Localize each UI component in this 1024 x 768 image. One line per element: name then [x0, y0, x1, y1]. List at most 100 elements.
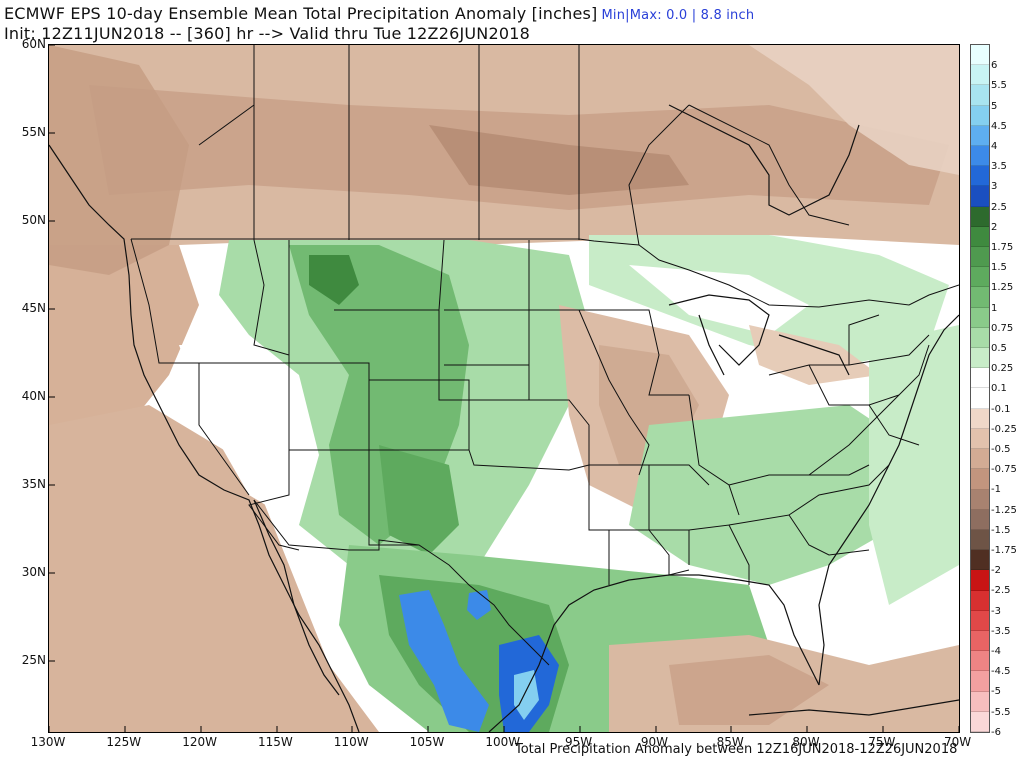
state-lines-east: [768, 314, 930, 446]
political-boundaries: [130, 45, 959, 666]
color-scale-label: -4.5: [991, 666, 1011, 678]
color-scale-swatch: [971, 348, 989, 369]
color-scale-label: -3.5: [991, 625, 1011, 637]
dry-anomaly-gulf-core: [669, 655, 829, 725]
color-scale-label: -0.25: [991, 423, 1017, 435]
color-scale-label: 3.5: [991, 161, 1007, 173]
hudson-region: [749, 45, 959, 175]
us-mexico-border: [253, 499, 550, 666]
color-scale-label: -1.75: [991, 545, 1017, 557]
precipitation-anomaly-map: [48, 44, 960, 733]
latitude-label: 40N: [21, 389, 46, 403]
color-scale-swatch: [971, 206, 989, 227]
dry-anomaly-pacific: [49, 405, 379, 732]
color-scale-swatch: [971, 186, 989, 207]
color-scale-label: 2.5: [991, 201, 1007, 213]
color-scale-swatch: [971, 226, 989, 248]
map-canvas: [49, 45, 959, 732]
color-scale-label: 3: [991, 181, 998, 193]
color-scale-swatch: [971, 711, 989, 732]
longitude-label: 115W: [258, 735, 293, 749]
color-scale-label: 6: [991, 60, 998, 72]
latitude-label: 55N: [21, 125, 46, 139]
color-scale-label: 0.1: [991, 383, 1007, 395]
color-scale-label: -1.25: [991, 504, 1017, 516]
canada-province-lines: [198, 45, 850, 246]
color-scale-swatch: [971, 65, 989, 86]
color-scale-label: 0.25: [991, 363, 1014, 375]
color-scale-swatch: [971, 125, 989, 147]
longitude-label: 100W: [485, 735, 521, 749]
longitude-label: 70W: [944, 735, 972, 749]
longitude-label: 110W: [333, 735, 369, 749]
heavy-wet-anomaly-core: [514, 670, 539, 720]
color-scale-swatch: [971, 388, 989, 409]
color-scale-swatch: [971, 630, 989, 652]
color-scale-label: 4.5: [991, 120, 1007, 132]
color-scale-swatch: [971, 550, 989, 571]
color-scale-label: -5.5: [991, 706, 1011, 718]
graticule-ticks: [49, 45, 959, 732]
latitude-label: 50N: [21, 213, 46, 227]
color-scale-swatch: [971, 469, 989, 490]
color-scale-swatch: [971, 509, 989, 530]
longitude-label: 90W: [640, 735, 668, 749]
color-scale-label: 0.5: [991, 342, 1007, 354]
longitude-label: 95W: [565, 735, 593, 749]
hudson-bay-shoreline: [668, 104, 860, 216]
longitude-label: 130W: [30, 735, 66, 749]
pacific-coastline: [49, 144, 360, 732]
color-scale-swatch: [971, 247, 989, 268]
color-scale-label: -6: [991, 726, 1001, 738]
atlantic-coastline: [818, 314, 959, 686]
color-scale-swatch: [971, 327, 989, 349]
color-scale-swatch: [971, 105, 989, 126]
color-scale-label: 2: [991, 221, 998, 233]
color-scale-swatch: [971, 529, 989, 551]
longitude-label: 75W: [868, 735, 896, 749]
color-scale-swatch: [971, 489, 989, 510]
color-scale-label: 1.25: [991, 282, 1014, 294]
color-scale-label: -4: [991, 646, 1001, 658]
chart-title-text: ECMWF EPS 10-day Ensemble Mean Total Pre…: [4, 4, 598, 23]
min-max-readout: Min|Max: 0.0 | 8.8 inch: [601, 8, 755, 23]
color-scale-swatch: [971, 570, 989, 591]
state-lines-south: [609, 464, 890, 585]
latitude-label: 35N: [21, 477, 46, 491]
color-scale-label: 0.75: [991, 322, 1014, 334]
color-scale-label: -0.5: [991, 444, 1011, 455]
wet-anomaly-atlantic: [869, 325, 959, 605]
color-scale-swatch: [971, 85, 989, 106]
color-scale-swatch: [971, 146, 989, 167]
longitude-label: 105W: [409, 735, 445, 749]
chart-title: ECMWF EPS 10-day Ensemble Mean Total Pre…: [4, 4, 754, 25]
color-scale-label: -5: [991, 686, 1001, 698]
dry-anomaly-north-deep: [429, 125, 689, 195]
color-scale-label: 1.75: [991, 241, 1014, 253]
color-scale-swatch: [971, 45, 989, 66]
color-scale-label: 1.5: [991, 262, 1007, 274]
color-scale-swatch: [971, 691, 989, 712]
color-scale-label: 4: [991, 140, 998, 152]
color-scale-label: -0.1: [991, 403, 1011, 415]
color-scale-label: 1: [991, 302, 998, 314]
neutral-great-lakes: [629, 265, 809, 335]
color-scale-label: -1.5: [991, 524, 1011, 536]
color-scale-swatch: [971, 610, 989, 631]
color-scale-label: -2.5: [991, 585, 1011, 597]
init-valid-subtitle: Init: 12Z11JUN2018 -- [360] hr --> Valid…: [4, 24, 530, 43]
wet-anomaly-rockies-core: [309, 255, 359, 305]
coastlines: [49, 104, 959, 732]
color-scale-swatch: [971, 428, 989, 450]
heavy-wet-anomaly-west: [399, 590, 489, 732]
color-scale-label: 5.5: [991, 80, 1007, 92]
baja-coastline: [253, 499, 340, 696]
footer-note: Total Precipitation Anomaly between 12Z1…: [515, 742, 958, 757]
latitude-label: 25N: [21, 653, 46, 667]
color-scale-label: -3: [991, 605, 1001, 617]
us-canada-border: [131, 238, 959, 308]
longitude-label: 125W: [106, 735, 142, 749]
dry-anomaly-west: [49, 245, 199, 445]
great-lakes-shoreline: [668, 294, 850, 376]
color-scale-swatch: [971, 368, 989, 389]
